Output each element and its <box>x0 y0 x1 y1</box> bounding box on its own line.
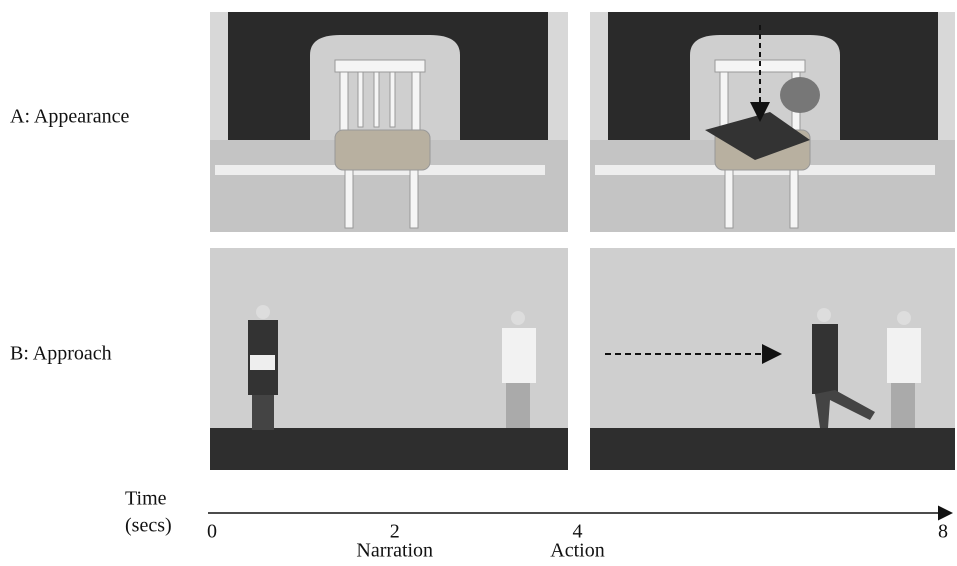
tick-label: 0 <box>207 521 217 543</box>
tick-label: 8 <box>938 521 948 543</box>
page: A: Appearance B: Approach <box>0 0 957 566</box>
row-label: A: Appearance <box>10 106 130 128</box>
phase-label: Narration <box>356 540 433 562</box>
photo-approach-after <box>590 248 955 470</box>
axis-label: (secs) <box>125 515 172 537</box>
photo-appearance-after <box>590 12 955 232</box>
photo-appearance-before <box>210 12 568 232</box>
axis-label: Time <box>125 488 167 510</box>
figure: A: Appearance B: Approach <box>0 0 957 566</box>
row-label: B: Approach <box>10 343 112 365</box>
phase-label: Action <box>550 540 604 562</box>
photo-approach-before <box>210 248 568 470</box>
